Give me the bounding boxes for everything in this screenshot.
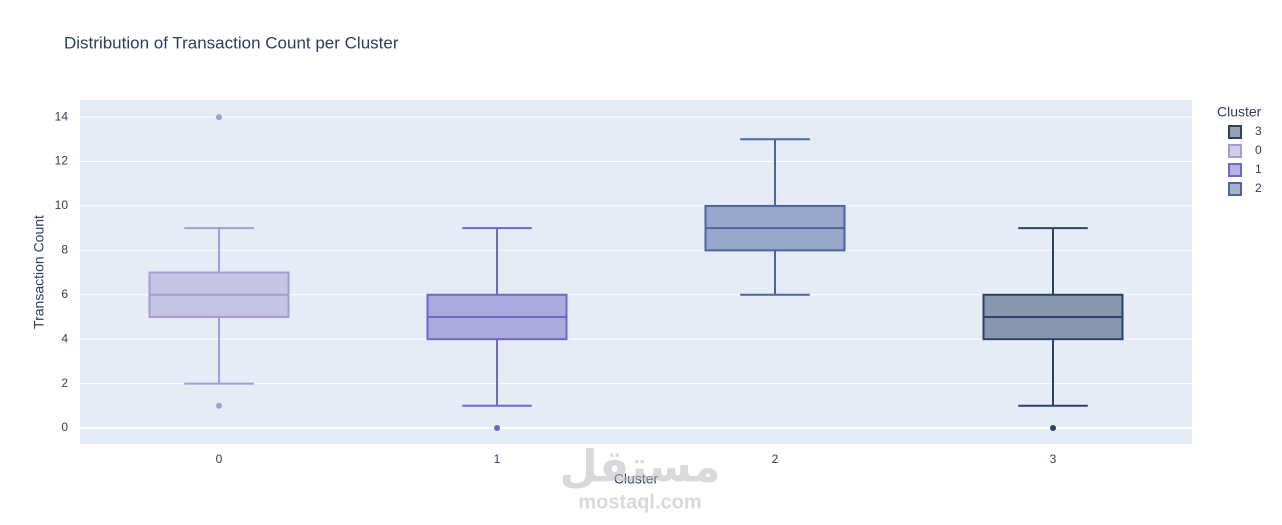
box-group bbox=[148, 114, 290, 409]
y-tick-label: 4 bbox=[61, 331, 68, 345]
legend-swatch bbox=[1228, 144, 1242, 158]
x-tick-label: 3 bbox=[1050, 452, 1057, 466]
watermark-url: mostaql.com bbox=[578, 491, 701, 513]
legend-label: 2 bbox=[1255, 181, 1262, 195]
box-group bbox=[426, 227, 568, 432]
outlier bbox=[216, 402, 222, 409]
box-group bbox=[704, 138, 846, 296]
x-tick-label: 0 bbox=[216, 452, 223, 466]
outlier bbox=[216, 114, 222, 121]
y-tick-label: 12 bbox=[55, 154, 69, 168]
legend-label: 3 bbox=[1255, 124, 1262, 138]
y-tick-label: 6 bbox=[61, 287, 68, 301]
chart-title: Distribution of Transaction Count per Cl… bbox=[64, 33, 399, 52]
x-tick-label: 1 bbox=[494, 452, 501, 466]
y-tick-label: 14 bbox=[55, 109, 69, 123]
legend-title: Cluster bbox=[1217, 104, 1262, 120]
legend-label: 1 bbox=[1255, 162, 1262, 176]
legend-swatch bbox=[1228, 163, 1242, 177]
outlier bbox=[494, 425, 500, 432]
legend-swatch bbox=[1228, 125, 1242, 139]
y-tick-label: 8 bbox=[61, 243, 68, 257]
x-tick-label: 2 bbox=[772, 452, 779, 466]
x-axis-label: Cluster bbox=[614, 471, 659, 487]
box-group bbox=[982, 227, 1124, 432]
watermark: مستقل bbox=[560, 443, 721, 492]
outlier bbox=[1050, 425, 1056, 432]
y-tick-label: 10 bbox=[55, 198, 69, 212]
legend-label: 0 bbox=[1255, 143, 1262, 157]
y-axis-label: Transaction Count bbox=[31, 215, 47, 329]
legend-swatch bbox=[1228, 182, 1242, 196]
y-tick-label: 0 bbox=[61, 420, 68, 434]
y-tick-label: 2 bbox=[61, 376, 68, 390]
